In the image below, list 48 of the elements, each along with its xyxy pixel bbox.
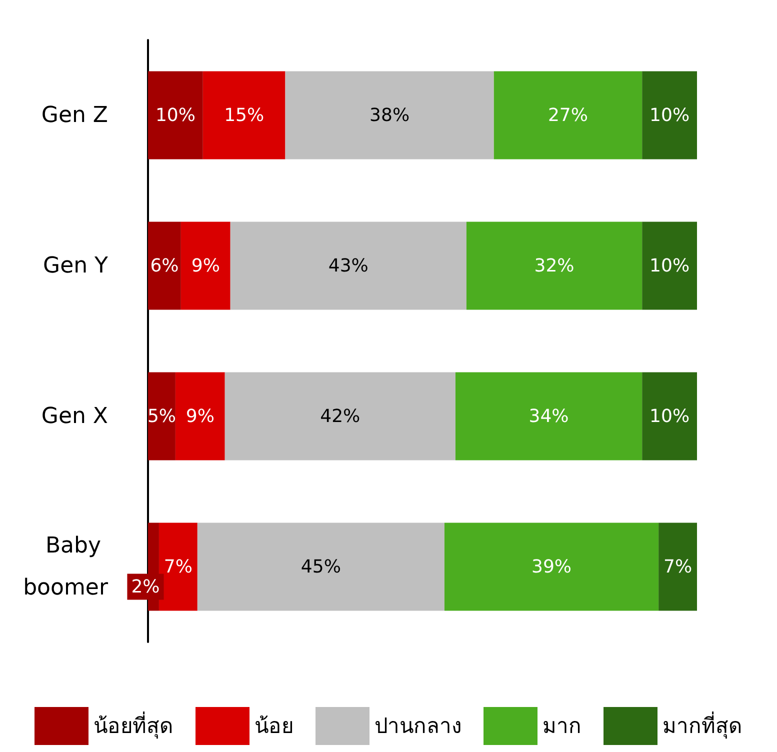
legend-label: น้อย: [254, 714, 294, 738]
bar: [148, 372, 176, 460]
data-label: 34%: [528, 406, 569, 427]
data-label: 27%: [548, 104, 588, 126]
data-label: 43%: [328, 255, 368, 276]
y-tick-label: Gen X: [41, 404, 108, 429]
bar: [148, 71, 203, 160]
data-label: 5%: [147, 406, 176, 427]
data-label: 38%: [370, 104, 410, 126]
bar: [466, 222, 642, 310]
bar: [658, 522, 697, 611]
y-tick-label: Gen Y: [43, 253, 109, 278]
data-label: 10%: [650, 104, 690, 126]
y-tick-label: Gen Z: [41, 102, 108, 128]
data-label: 10%: [155, 104, 196, 126]
legend-label: น้อยที่สุด: [94, 711, 174, 739]
bar: [444, 522, 659, 611]
y-tick-label: Baby boomer: [23, 533, 109, 600]
bar: [158, 522, 198, 611]
data-label: 42%: [320, 406, 360, 427]
data-label: 15%: [224, 104, 264, 126]
data-label: 2%: [131, 576, 160, 598]
bar: [642, 372, 697, 460]
bar: [224, 372, 456, 460]
legend-label: ปานกลาง: [374, 714, 462, 738]
bar: [230, 222, 466, 310]
legend-label: มาก: [542, 714, 582, 738]
bar: [175, 372, 225, 460]
data-label: 6%: [150, 255, 179, 276]
data-label: 39%: [532, 556, 572, 578]
bar: [197, 522, 444, 611]
data-label: 7%: [664, 556, 692, 578]
bar: [202, 71, 286, 160]
data-label: 9%: [191, 255, 220, 276]
data-label: 7%: [164, 556, 192, 578]
data-label: 10%: [650, 255, 690, 276]
data-label: 9%: [186, 406, 214, 427]
bar: [642, 71, 697, 160]
data-label: 45%: [300, 556, 341, 578]
bar: [180, 222, 230, 310]
data-label: 10%: [650, 406, 690, 427]
bar: [494, 71, 642, 160]
bar: [642, 222, 697, 310]
bar: [148, 222, 181, 310]
bar: [455, 372, 642, 460]
bar: [285, 71, 494, 160]
legend-label: มากที่สุด: [662, 711, 742, 739]
data-label: 32%: [534, 255, 574, 276]
